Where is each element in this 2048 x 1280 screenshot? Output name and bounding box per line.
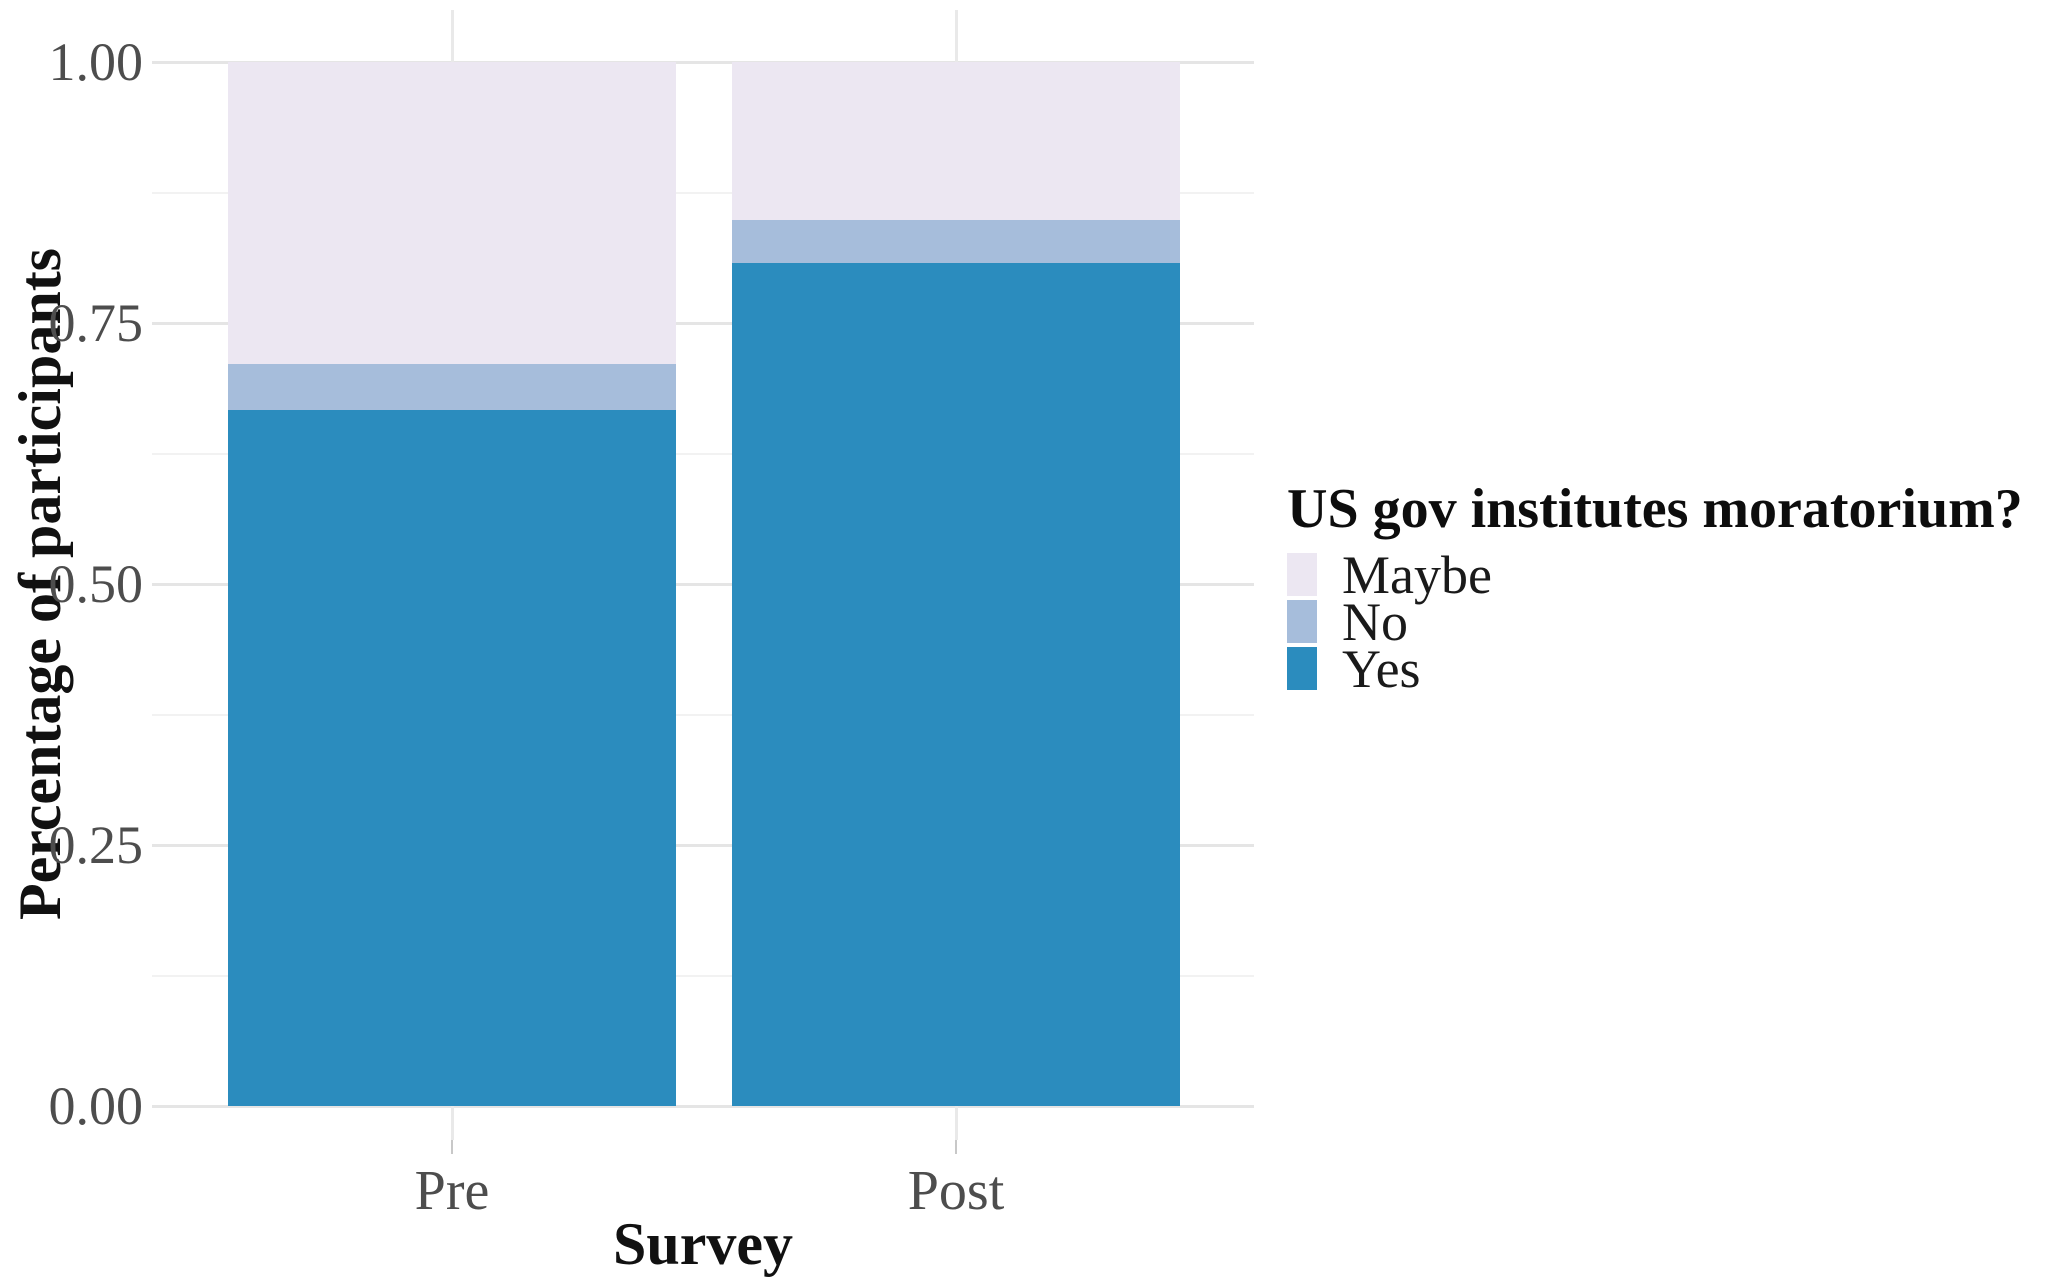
- x-tick-label: Post: [907, 1160, 1005, 1222]
- legend-swatch-maybe: [1287, 553, 1317, 596]
- legend-row-maybe: Maybe: [1287, 548, 2023, 602]
- legend-swatch-no: [1287, 600, 1317, 643]
- gridline-minor: [152, 191, 1254, 194]
- bar-segment-pre-maybe: [228, 62, 676, 364]
- y-tick-label: 0.75: [48, 293, 144, 353]
- x-axis-title: Survey: [613, 1211, 793, 1277]
- legend-label-yes: Yes: [1342, 638, 1421, 699]
- bar-segment-post-yes: [732, 263, 1180, 1106]
- gridline-major: [152, 322, 1254, 325]
- y-tick-label: 0.00: [48, 1076, 144, 1136]
- y-tick-label: 0.50: [48, 554, 144, 614]
- legend-label-no: No: [1342, 591, 1408, 652]
- x-tick-label: Pre: [414, 1160, 490, 1222]
- gridline-major: [152, 61, 1254, 64]
- legend-swatch-yes: [1287, 647, 1317, 690]
- bar-segment-post-maybe: [732, 62, 1180, 220]
- legend-row-no: No: [1287, 595, 2023, 649]
- bar-segment-pre-yes: [228, 409, 676, 1106]
- gridline-minor: [152, 452, 1254, 455]
- gridline-major: [152, 844, 1254, 847]
- gridline-minor: [152, 713, 1254, 716]
- x-axis-tick: [955, 1140, 957, 1154]
- bar-segment-pre-no: [228, 363, 676, 410]
- gridline-major: [152, 1105, 1254, 1108]
- legend-items: Maybe No Yes: [1287, 548, 2023, 696]
- legend-row-yes: Yes: [1287, 642, 2023, 696]
- x-axis-tick: [451, 1140, 453, 1154]
- legend-label-maybe: Maybe: [1342, 544, 1492, 605]
- bar-segment-post-no: [732, 219, 1180, 264]
- gridline-major: [152, 583, 1254, 586]
- gridline-minor: [152, 974, 1254, 977]
- legend: US gov institutes moratorium? Maybe No Yes: [1287, 476, 2023, 696]
- legend-title: US gov institutes moratorium?: [1287, 478, 2023, 540]
- y-tick-label: 1.00: [48, 32, 144, 92]
- y-tick-label: 0.25: [48, 815, 144, 875]
